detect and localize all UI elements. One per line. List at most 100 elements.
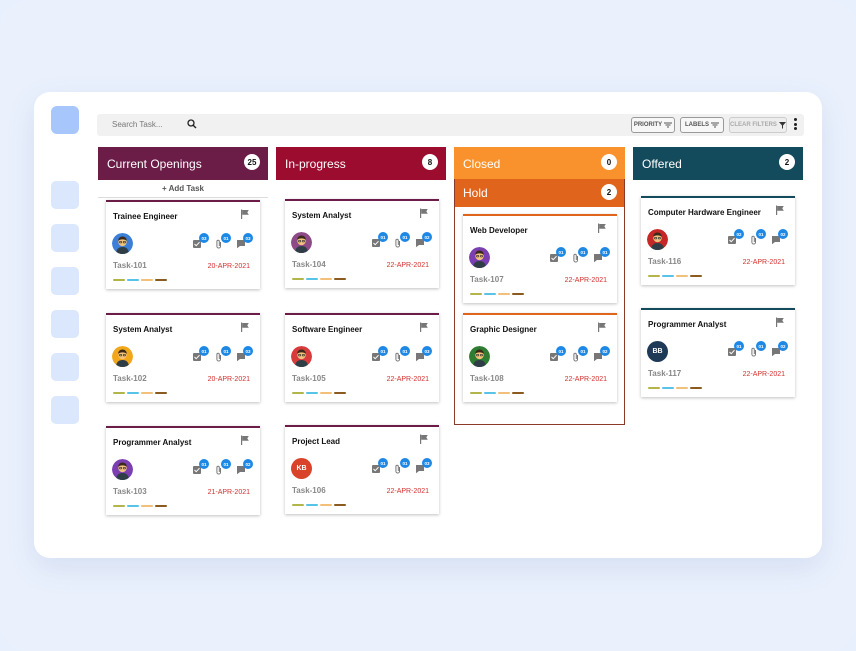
sidebar-item-6[interactable] (51, 396, 79, 424)
label-chip[interactable] (292, 392, 304, 394)
checklist-icon[interactable] (549, 352, 559, 362)
task-card[interactable]: Graphic Designer 01 01 02 Task-108 22-APR-… (463, 313, 617, 402)
comment-icon[interactable] (771, 235, 781, 245)
label-chip[interactable] (127, 505, 139, 507)
label-chip[interactable] (320, 504, 332, 506)
label-chip[interactable] (127, 279, 139, 281)
label-chip[interactable] (155, 392, 167, 394)
label-chip[interactable] (141, 392, 153, 394)
label-chip[interactable] (662, 387, 674, 389)
task-card[interactable]: System Analyst 01 01 03 Task-102 20-APR-20… (106, 313, 260, 402)
label-chip[interactable] (512, 392, 524, 394)
attachment-icon[interactable] (749, 235, 759, 245)
checklist-icon[interactable] (727, 235, 737, 245)
label-chip[interactable] (676, 275, 688, 277)
label-chip[interactable] (306, 504, 318, 506)
label-chip[interactable] (648, 275, 660, 277)
attachment-icon[interactable] (571, 253, 581, 263)
checklist-icon[interactable] (727, 347, 737, 357)
comment-icon[interactable] (771, 347, 781, 357)
label-chip[interactable] (484, 392, 496, 394)
add-task-button[interactable]: + Add Task (98, 180, 268, 198)
attachment-icon[interactable] (393, 238, 403, 248)
sidebar-item-2[interactable] (51, 224, 79, 252)
label-chip[interactable] (334, 504, 346, 506)
search-input[interactable]: Search Task... (112, 120, 163, 129)
checklist-icon[interactable] (192, 352, 202, 362)
flag-icon[interactable] (597, 223, 607, 233)
comment-icon[interactable] (415, 464, 425, 474)
search-icon[interactable] (187, 119, 197, 129)
attachment-icon[interactable] (393, 352, 403, 362)
task-card[interactable]: Programmer Analyst BB 01 01 02 Task-117 22… (641, 308, 795, 397)
checklist-icon[interactable] (549, 253, 559, 263)
flag-icon[interactable] (597, 322, 607, 332)
label-chip[interactable] (662, 275, 674, 277)
comment-icon[interactable] (236, 352, 246, 362)
checklist-icon[interactable] (371, 238, 381, 248)
label-chip[interactable] (320, 278, 332, 280)
label-chip[interactable] (334, 392, 346, 394)
flag-icon[interactable] (775, 205, 785, 215)
label-chip[interactable] (484, 293, 496, 295)
sidebar-item-5[interactable] (51, 353, 79, 381)
label-chip[interactable] (292, 278, 304, 280)
label-chip[interactable] (155, 279, 167, 281)
sidebar-item-3[interactable] (51, 267, 79, 295)
comment-icon[interactable] (593, 352, 603, 362)
label-chip[interactable] (512, 293, 524, 295)
task-card[interactable]: Trainee Engineer 03 01 03 Task-101 20-APR-… (106, 200, 260, 289)
comment-icon[interactable] (236, 465, 246, 475)
labels-filter-button[interactable]: LABELS (680, 117, 724, 133)
flag-icon[interactable] (419, 322, 429, 332)
flag-icon[interactable] (240, 209, 250, 219)
label-chip[interactable] (690, 387, 702, 389)
label-chip[interactable] (155, 505, 167, 507)
comment-icon[interactable] (415, 352, 425, 362)
flag-icon[interactable] (240, 322, 250, 332)
label-chip[interactable] (306, 392, 318, 394)
flag-icon[interactable] (419, 434, 429, 444)
comment-icon[interactable] (236, 239, 246, 249)
task-card[interactable]: System Analyst 01 01 02 Task-104 22-APR-20… (285, 199, 439, 288)
attachment-icon[interactable] (214, 352, 224, 362)
label-chip[interactable] (292, 504, 304, 506)
sidebar-item-4[interactable] (51, 310, 79, 338)
label-chip[interactable] (334, 278, 346, 280)
checklist-icon[interactable] (371, 464, 381, 474)
task-card[interactable]: Programmer Analyst 01 01 02 Task-103 21-AP… (106, 426, 260, 515)
clear-filters-button[interactable]: CLEAR FILTERS (729, 117, 787, 133)
label-chip[interactable] (127, 392, 139, 394)
more-options-icon[interactable] (794, 118, 798, 132)
label-chip[interactable] (498, 293, 510, 295)
flag-icon[interactable] (775, 317, 785, 327)
label-chip[interactable] (306, 278, 318, 280)
app-logo[interactable] (51, 106, 79, 134)
flag-icon[interactable] (419, 208, 429, 218)
label-chip[interactable] (676, 387, 688, 389)
task-card[interactable]: Web Developer 01 01 01 Task-107 22-APR-202… (463, 214, 617, 303)
attachment-icon[interactable] (214, 239, 224, 249)
checklist-icon[interactable] (371, 352, 381, 362)
task-card[interactable]: Computer Hardware Engineer 02 01 02 Task-1… (641, 196, 795, 285)
comment-icon[interactable] (593, 253, 603, 263)
flag-icon[interactable] (240, 435, 250, 445)
task-card[interactable]: Project Lead KB 01 01 03 Task-106 22-APR-2… (285, 425, 439, 514)
label-chip[interactable] (470, 392, 482, 394)
attachment-icon[interactable] (393, 464, 403, 474)
attachment-icon[interactable] (571, 352, 581, 362)
label-chip[interactable] (498, 392, 510, 394)
label-chip[interactable] (470, 293, 482, 295)
label-chip[interactable] (690, 275, 702, 277)
label-chip[interactable] (141, 505, 153, 507)
label-chip[interactable] (141, 279, 153, 281)
task-card[interactable]: Software Engineer 01 01 03 Task-105 22-APR… (285, 313, 439, 402)
attachment-icon[interactable] (749, 347, 759, 357)
attachment-icon[interactable] (214, 465, 224, 475)
label-chip[interactable] (113, 392, 125, 394)
comment-icon[interactable] (415, 238, 425, 248)
sidebar-item-1[interactable] (51, 181, 79, 209)
checklist-icon[interactable] (192, 465, 202, 475)
priority-filter-button[interactable]: PRIORITY (631, 117, 675, 133)
label-chip[interactable] (648, 387, 660, 389)
